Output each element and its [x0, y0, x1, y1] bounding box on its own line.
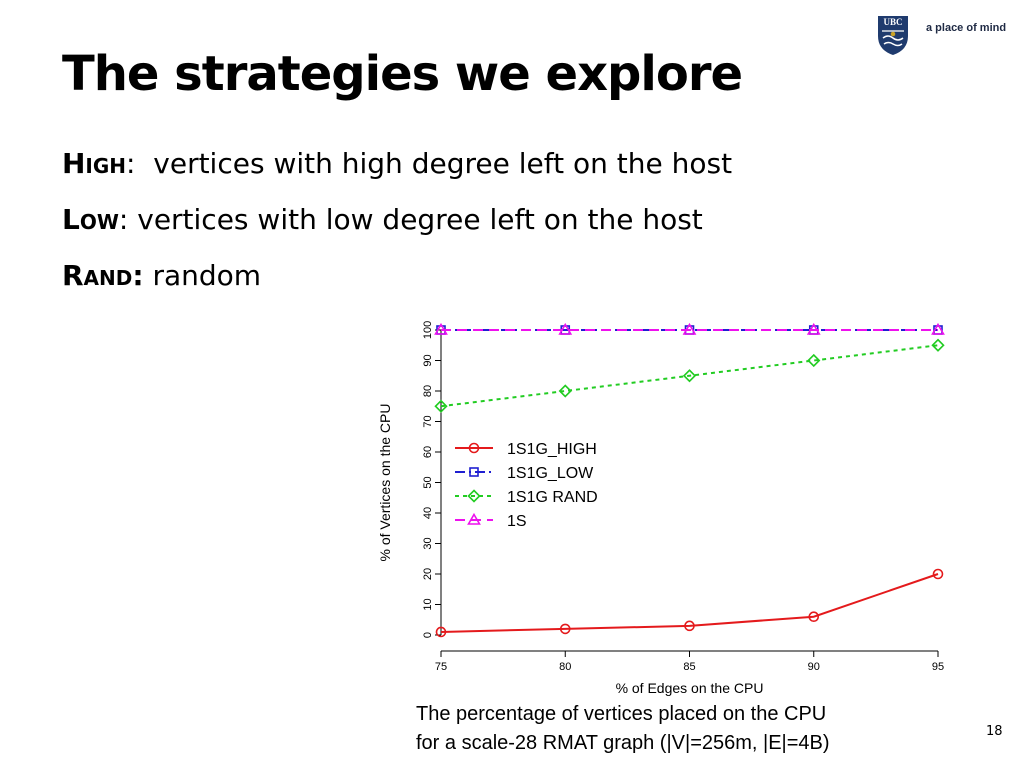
y-tick-label: 80	[422, 385, 434, 397]
y-axis-label: % of Vertices on the CPU	[377, 404, 393, 562]
y-tick-label: 30	[422, 537, 434, 549]
ubc-logo: UBC a place of mind	[876, 14, 1016, 56]
y-tick-label: 0	[422, 632, 434, 638]
strategy-list: High: vertices with high degree left on …	[62, 142, 732, 310]
data-point-1s	[806, 322, 821, 335]
series-line-1s1g-rand	[440, 344, 939, 408]
y-tick-label: 70	[422, 415, 434, 427]
data-point-1s	[558, 322, 573, 335]
strategy-description: random	[143, 259, 262, 292]
data-point-1s1g-high	[435, 626, 447, 638]
ubc-crest-icon: UBC	[878, 16, 908, 55]
y-tick-label: 60	[422, 446, 434, 458]
caption-line: for a scale-28 RMAT graph (|V|=256m, |E|…	[416, 732, 830, 754]
y-tick-label: 90	[422, 354, 434, 366]
legend-marker	[467, 489, 481, 503]
y-tick-label: 40	[422, 507, 434, 519]
strategy-term: Rand:	[62, 259, 144, 292]
strategy-rand: Rand: random	[62, 254, 732, 310]
data-point-1s1g-high	[932, 568, 944, 580]
legend-marker	[469, 467, 479, 477]
vertex-placement-chart: 0 10 20 30 40 50 60 70 80 90 100 75 80 85 90 95 % of Edg…	[377, 321, 945, 696]
strategy-term: Low	[62, 203, 119, 236]
legend-label: 1S1G_HIGH	[507, 441, 597, 458]
strategy-description: vertices with low degree left on the hos…	[128, 203, 703, 236]
data-point-1s1g-rand	[682, 369, 697, 383]
page-number: 18	[986, 724, 1003, 739]
data-point-1s1g-rand	[558, 384, 572, 398]
y-tick-label: 100	[422, 321, 434, 339]
data-point-1s1g-rand	[807, 353, 821, 368]
strategy-high: High: vertices with high degree left on …	[62, 142, 732, 198]
y-tick-label: 50	[422, 476, 434, 488]
x-tick-label: 95	[932, 661, 944, 673]
data-point-1s1g-high	[808, 611, 820, 623]
x-tick-label: 75	[435, 661, 447, 673]
data-point-1s1g-rand	[434, 399, 448, 413]
data-point-1s1g-high	[559, 623, 571, 635]
data-point-1s	[434, 322, 448, 335]
crest-text: UBC	[883, 17, 902, 27]
legend-label: 1S1G_LOW	[507, 465, 594, 482]
data-point-1s	[931, 322, 945, 335]
legend-marker	[468, 442, 480, 454]
caption-line: The percentage of vertices placed on the…	[416, 703, 827, 725]
y-tick-label: 20	[422, 568, 434, 580]
x-tick-label: 90	[808, 661, 820, 673]
logo-tagline: a place of mind	[926, 22, 1007, 34]
legend-label: 1S	[507, 513, 527, 530]
data-point-1s1g-high	[684, 620, 695, 632]
y-tick-label: 10	[422, 598, 434, 610]
series-line-1s1g-high	[440, 573, 939, 633]
x-tick-label: 85	[683, 661, 695, 673]
legend-marker	[467, 512, 481, 525]
chart-caption: The percentage of vertices placed on the…	[416, 700, 830, 758]
strategy-low: Low: vertices with low degree left on th…	[62, 198, 732, 254]
x-axis-label: % of Edges on the CPU	[616, 680, 764, 696]
data-point-1s	[682, 322, 697, 335]
strategy-description: vertices with high degree left on the ho…	[135, 147, 733, 180]
strategy-separator: :	[126, 147, 136, 180]
legend-label: 1S1G RAND	[507, 489, 598, 506]
strategy-separator: :	[118, 203, 129, 236]
x-tick-label: 80	[559, 661, 571, 673]
strategy-term: High	[62, 147, 127, 180]
data-point-1s1g-rand	[931, 338, 945, 352]
slide-title: The strategies we explore	[62, 46, 743, 102]
